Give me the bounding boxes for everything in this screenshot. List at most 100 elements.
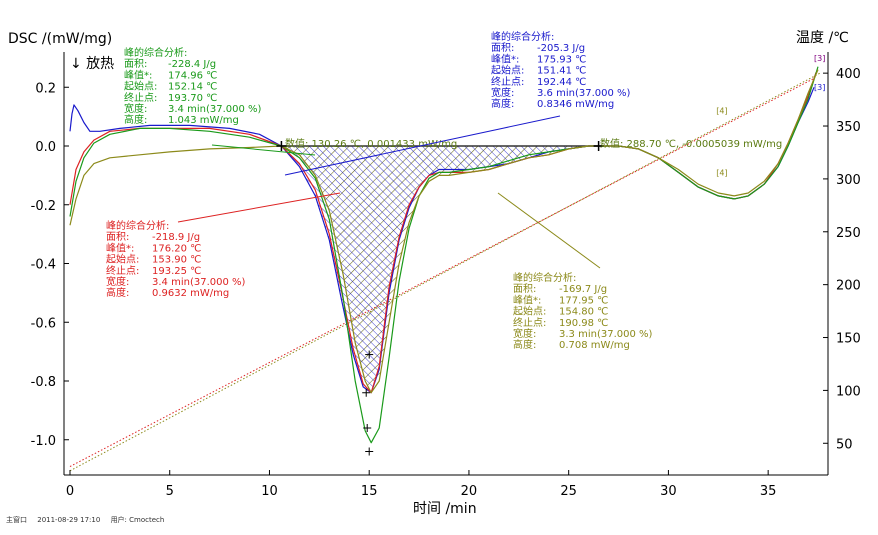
peak-box-key-blue: 终止点: [491, 75, 524, 88]
peak-box-key-olive: 峰值*: [513, 293, 541, 306]
y-left-tick-label: -0.8 [31, 375, 56, 390]
peak-box-leader-green [211, 144, 316, 156]
peak-box-value-green: 3.4 min(37.000 %) [168, 104, 262, 115]
footer-window: 主窗口 [6, 516, 27, 524]
peak-area-layer [281, 145, 599, 393]
y-right-tick-label: 50 [836, 437, 853, 452]
y-left-tick-label: -0.6 [31, 316, 56, 331]
y-right-tick-label: 400 [836, 67, 861, 82]
peak-box-key-red: 终止点: [106, 264, 139, 277]
y-right-tick-label: 300 [836, 173, 861, 188]
peak-box-leader-red [177, 192, 341, 223]
x-tick-label: 20 [461, 484, 478, 499]
peak-box-key-blue: 宽度: [491, 86, 514, 99]
y-right-tick-label: 350 [836, 120, 861, 135]
peak-box-value-red: 153.90 ℃ [152, 255, 201, 266]
peak-box-key-red: 宽度: [106, 275, 129, 288]
y-left-tick-label: -0.4 [31, 258, 56, 273]
peak-box-value-green: 152.14 ℃ [168, 82, 217, 93]
peak-box-key-olive: 高度: [513, 338, 536, 351]
peak-box-value-green: -228.4 J/g [168, 59, 216, 70]
peak-box-value-blue: 151.41 ℃ [537, 66, 586, 77]
peak-box-key-green: 起始点: [124, 80, 157, 93]
dsc-series-green [69, 66, 819, 444]
x-tick-label: 35 [760, 484, 777, 499]
peak-box-key-red: 起始点: [106, 253, 139, 266]
series-layer [69, 66, 819, 444]
y-left-tick-label: 0.2 [35, 81, 56, 96]
peak-box-key-red: 高度: [106, 286, 129, 299]
peak-box-value-olive: 154.80 ℃ [559, 307, 608, 318]
peak-box-key-green: 峰值*: [124, 68, 152, 81]
peak-box-value-olive: 190.98 ℃ [559, 318, 608, 329]
dsc-series-olive [69, 69, 819, 394]
peak-box-value-olive: -169.7 J/g [559, 284, 607, 295]
baseline-value-2: 数值: 288.70 ℃, -0.0005039 mW/mg [600, 137, 782, 150]
peak-box-key-green: 宽度: [124, 102, 147, 115]
peak-box-value-green: 174.96 ℃ [168, 70, 217, 81]
curve-tag: [4] [716, 168, 727, 177]
peak-box-key-blue: 面积: [491, 42, 514, 54]
peak-box-value-green: 1.043 mW/mg [168, 115, 239, 126]
peak-box-value-red: 176.20 ℃ [152, 243, 201, 254]
peak-box-value-red: 0.9632 mW/mg [152, 288, 229, 299]
peak-box-value-red: -218.9 J/g [152, 232, 200, 243]
peak-box-leader-blue [284, 115, 561, 176]
peak-box-key-red: 面积: [106, 231, 129, 243]
annotation-layer: 数值: 130.26 ℃, 0.001433 mW/mg 数值: 288.70 ℃… [106, 30, 825, 456]
curve-tag: [3] [814, 54, 825, 63]
x-tick-label: 25 [560, 484, 577, 499]
peak-box-key-olive: 面积: [513, 283, 536, 295]
peak-box-key-green: 终止点: [124, 91, 157, 104]
peak-box-value-blue: 0.8346 mW/mg [537, 99, 614, 110]
peak-box-key-blue: 高度: [491, 97, 514, 110]
peak-box-key-green: 高度: [124, 113, 147, 126]
x-tick-label: 15 [361, 484, 378, 499]
peak-box-value-green: 193.70 ℃ [168, 93, 217, 104]
y-right-tick-label: 150 [836, 332, 861, 347]
peak-box-value-olive: 177.95 ℃ [559, 295, 608, 306]
peak-box-key-blue: 峰值*: [491, 52, 519, 65]
peak-box-value-olive: 3.3 min(37.000 %) [559, 329, 653, 340]
peak-box-value-red: 3.4 min(37.000 %) [152, 277, 246, 288]
axes-layer: 0 5 10 15 20 25 30 35 0.2 0.0 -0.2 -0.4 -0.6 -0.8 -1.0… [31, 52, 861, 499]
y-axis-right-label: 温度 /℃ [796, 30, 849, 46]
x-tick-label: 30 [660, 484, 677, 499]
peak-area-blue [281, 146, 599, 393]
peak-box-value-blue: 175.93 ℃ [537, 54, 586, 65]
temperature-line-olive [69, 72, 821, 472]
x-tick-label: 10 [261, 484, 278, 499]
peak-box-value-red: 193.25 ℃ [152, 266, 201, 277]
x-tick-label: 5 [166, 484, 174, 499]
peak-box-title-blue: 峰的综合分析: [491, 30, 554, 43]
peak-box-title-green: 峰的综合分析: [124, 46, 187, 59]
peak-box-value-blue: -205.3 J/g [537, 43, 585, 54]
temperature-layer [69, 72, 821, 472]
peak-box-leader-olive [497, 192, 601, 269]
exotherm-label: ↓ 放热 [70, 56, 114, 72]
y-right-tick-label: 100 [836, 384, 861, 399]
footer-timestamp: 2011-08-29 17:10 [37, 516, 101, 524]
peak-box-value-blue: 192.44 ℃ [537, 77, 586, 88]
y-left-tick-label: -0.2 [31, 199, 56, 214]
peak-box-value-blue: 3.6 min(37.000 %) [537, 88, 631, 99]
baseline-value-1: 数值: 130.26 ℃, 0.001433 mW/mg [285, 137, 457, 150]
peak-box-title-red: 峰的综合分析: [106, 219, 169, 232]
y-right-tick-label: 200 [836, 279, 861, 294]
curve-tag: [4] [716, 107, 727, 116]
peak-box-key-green: 面积: [124, 58, 147, 70]
peak-box-title-olive: 峰的综合分析: [513, 271, 576, 284]
peak-box-value-olive: 0.708 mW/mg [559, 340, 630, 351]
y-left-tick-label: -1.0 [31, 434, 56, 449]
peak-box-key-olive: 终止点: [513, 316, 546, 329]
y-left-tick-label: 0.0 [35, 140, 56, 155]
peak-box-key-olive: 宽度: [513, 327, 536, 340]
x-tick-label: 0 [66, 484, 74, 499]
status-footer: 主窗口 2011-08-29 17:10 用户: Cmoctech [6, 515, 172, 525]
peak-box-key-blue: 起始点: [491, 64, 524, 77]
footer-user: 用户: Cmoctech [110, 516, 165, 524]
x-axis-label: 时间 /min [413, 501, 477, 517]
curve-tag: [3] [814, 83, 825, 92]
